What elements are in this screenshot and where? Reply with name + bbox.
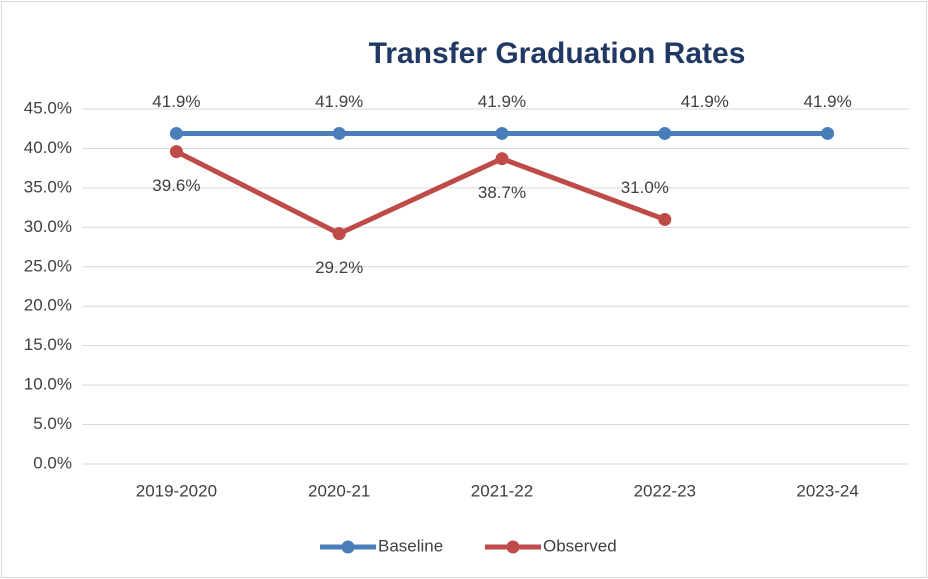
y-tick-label: 35.0% (24, 177, 72, 196)
y-tick-label: 20.0% (24, 296, 72, 315)
x-tick-label: 2019-2020 (136, 481, 217, 500)
data-label: 41.9% (152, 92, 200, 111)
point (332, 126, 346, 140)
point (658, 126, 672, 140)
y-tick-label: 30.0% (24, 217, 72, 236)
x-tick-label: 2022-23 (634, 481, 696, 500)
point (658, 212, 672, 226)
series-line (175, 149, 666, 237)
y-tick-label: 25.0% (24, 256, 72, 275)
x-tick-label: 2021-22 (471, 481, 533, 500)
point (495, 126, 509, 140)
point (821, 126, 835, 140)
data-label: 41.9% (681, 92, 729, 111)
data-label: 31.0% (621, 178, 669, 197)
y-tick-label: 45.0% (24, 98, 72, 117)
data-label: 41.9% (315, 92, 363, 111)
point (332, 227, 346, 241)
data-label: 41.9% (803, 92, 851, 111)
legend-marker (341, 540, 355, 554)
data-label: 41.9% (478, 92, 526, 111)
legend-marker (506, 540, 520, 554)
legend-label: Baseline (378, 536, 443, 555)
point (169, 126, 183, 140)
data-label: 39.6% (152, 176, 200, 195)
point (169, 145, 183, 159)
chart-title: Transfer Graduation Rates (369, 37, 746, 70)
y-tick-label: 0.0% (33, 453, 72, 472)
data-label: 29.2% (315, 258, 363, 277)
legend-label: Observed (543, 536, 617, 555)
y-tick-label: 40.0% (24, 138, 72, 157)
x-tick-label: 2020-21 (308, 481, 370, 500)
y-tick-label: 5.0% (33, 414, 72, 433)
data-label: 38.7% (478, 183, 526, 202)
point (495, 152, 509, 166)
y-tick-label: 10.0% (24, 375, 72, 394)
y-tick-label: 15.0% (24, 335, 72, 354)
x-tick-label: 2023-24 (796, 481, 858, 500)
